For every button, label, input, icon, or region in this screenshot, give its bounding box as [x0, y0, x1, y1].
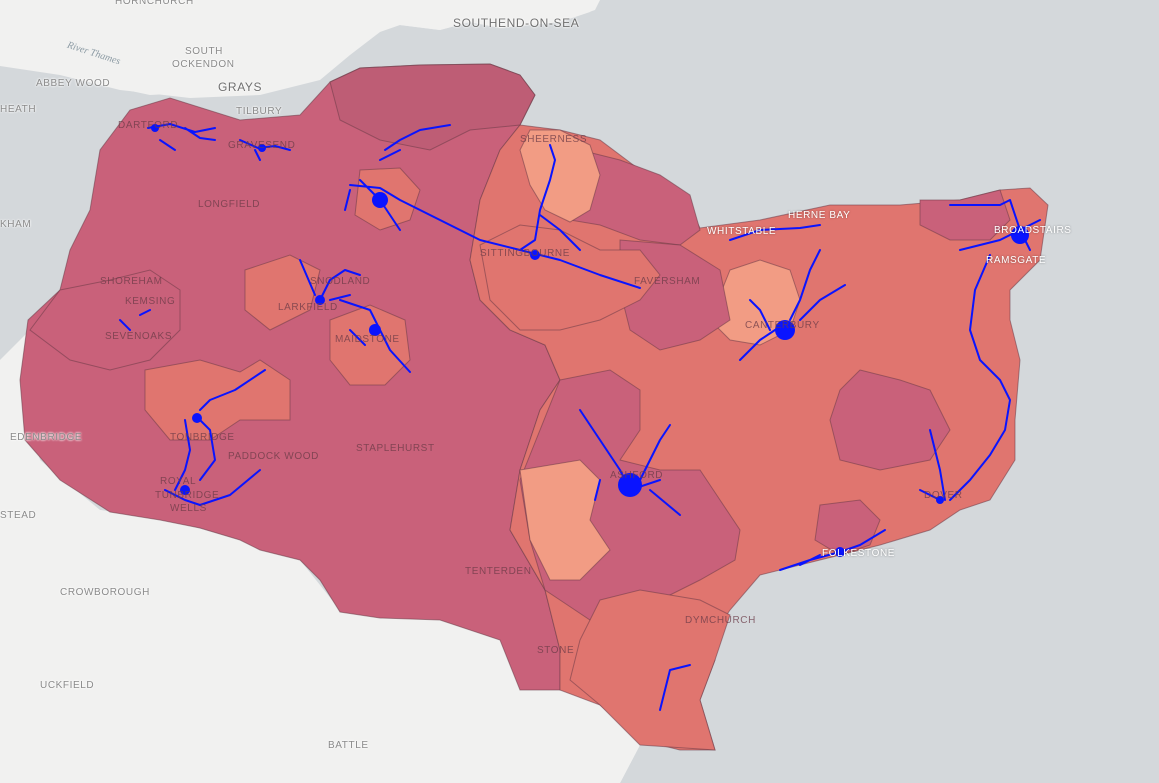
place-label-southend: SOUTHEND-ON-SEA: [453, 16, 580, 30]
place-label-staplehurst: STAPLEHURST: [356, 443, 435, 454]
zone-sittingbourne-light: [519, 129, 601, 223]
hub-sittingbourne: [530, 250, 540, 260]
zone-north-dark: [329, 63, 536, 151]
hub-larkfield: [315, 295, 325, 305]
place-label-royal-tunbridge-3: WELLS: [170, 503, 207, 514]
zone-east-dark-3: [919, 189, 1011, 241]
place-label-battle: BATTLE: [328, 740, 369, 751]
place-label-faversham: FAVERSHAM: [634, 276, 701, 287]
place-label-gravesend: GRAVESEND: [228, 140, 296, 151]
place-label-crowborough: CROWBOROUGH: [60, 587, 150, 598]
hub-thanet: [1011, 226, 1029, 244]
hub-medway: [372, 192, 388, 208]
route-tonbridge: [164, 369, 266, 506]
place-label-hornchurch: HORNCHURCH: [115, 0, 194, 7]
place-label-grays: GRAYS: [218, 80, 263, 94]
place-label-sevenoaks: SEVENOAKS: [105, 331, 173, 342]
hub-dartford: [151, 124, 159, 132]
route-sevenoaks: [119, 309, 151, 331]
place-label-dartford: DARTFORD: [118, 120, 179, 131]
zone-maidstone-light: [329, 304, 411, 386]
route-dartford: [147, 123, 216, 151]
place-label-tenterden: TENTERDEN: [465, 566, 532, 577]
zone-kemsing-dark: [29, 269, 181, 371]
route-ashford: [579, 409, 681, 516]
place-label-ashford: ASHFORD: [610, 470, 664, 481]
place-label-uckfield: UCKFIELD: [40, 680, 95, 691]
place-label-tonbridge: TONBRIDGE: [170, 432, 235, 443]
hub-folkestone: [835, 547, 845, 557]
place-label-whitstable: WHITSTABLE: [707, 226, 777, 237]
land-area-south: [0, 330, 640, 783]
hub-ashford: [618, 473, 642, 497]
place-label-maidstone: MAIDSTONE: [335, 334, 400, 345]
zone-ashford-light: [519, 459, 611, 581]
place-label-edenbridge: EDENBRIDGE: [10, 432, 83, 443]
place-label-royal-tunbridge-1: ROYAL: [160, 476, 197, 487]
zone-romney-mid: [569, 589, 731, 751]
hub-maidstone: [369, 324, 381, 336]
place-label-snodland: SNODLAND: [310, 276, 371, 287]
place-label-longfield: LONGFIELD: [198, 199, 261, 210]
place-label-stone: STONE: [537, 645, 575, 656]
route-gravesend: [239, 139, 291, 161]
place-label-stead: STEAD: [0, 510, 37, 521]
hub-dover: [936, 496, 944, 504]
place-label-herne-bay: HERNE BAY: [788, 210, 851, 221]
zone-tonbridge-light: [144, 359, 291, 441]
network-hubs: [151, 124, 1029, 557]
place-label-broadstairs: BROADSTAIRS: [994, 225, 1072, 236]
place-label-ramsgate: RAMSGATE: [986, 255, 1047, 266]
place-label-sittingbourne: SITTINGBOURNE: [480, 248, 571, 259]
route-canterbury: [729, 224, 846, 361]
place-label-dymchurch: DYMCHURCH: [685, 615, 756, 626]
place-label-kemsing: KEMSING: [125, 296, 176, 307]
place-label-south-ockendon-1: SOUTH: [185, 46, 223, 57]
hub-tonbridge: [192, 413, 202, 423]
zone-east-dark-2: [829, 369, 951, 471]
place-label-heath: HEATH: [0, 104, 37, 115]
place-label-sheerness: SHEERNESS: [520, 134, 588, 145]
place-label-royal-tunbridge-2: TUNBRIDGE: [155, 490, 220, 501]
place-label-paddock-wood: PADDOCK WOOD: [228, 451, 319, 462]
place-label-dover: DOVER: [924, 490, 963, 501]
place-label-tilbury: TILBURY: [236, 106, 283, 117]
zone-folkestone-dark: [814, 499, 881, 556]
hub-canterbury: [775, 320, 795, 340]
place-label-kham: KHAM: [0, 219, 32, 230]
hub-tunbridge-wells: [180, 485, 190, 495]
place-label-canterbury: CANTERBURY: [745, 320, 820, 331]
land-area-north: [0, 0, 600, 98]
kent-zones: [19, 63, 1049, 751]
place-label-shoreham: SHOREHAM: [100, 276, 163, 287]
place-label-south-ockendon-2: OCKENDON: [172, 59, 235, 70]
place-label-folkestone: FOLKESTONE: [822, 548, 896, 559]
hub-gravesend: [258, 144, 266, 152]
route-sittingbourne: [519, 144, 581, 251]
zone-malling-light: [244, 254, 321, 331]
route-dymchurch: [659, 664, 691, 711]
place-label-abbey-wood: ABBEY WOOD: [36, 78, 111, 89]
place-label-larkfield: LARKFIELD: [278, 302, 338, 313]
